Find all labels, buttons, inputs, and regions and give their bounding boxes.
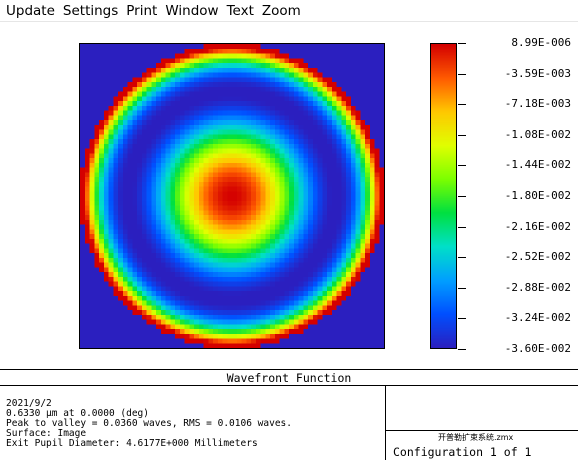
menu-text[interactable]: Text (226, 2, 254, 19)
colorbar-tick-mark (458, 288, 466, 289)
colorbar-tick-label: 8.99E-006 (511, 36, 571, 49)
colorbar-tick-mark (458, 227, 466, 228)
date-text: 2021/9/2 (6, 398, 52, 409)
peak-to-valley-text: Peak to valley = 0.0360 waves, RMS = 0.0… (6, 418, 292, 429)
colorbar-tick-label: -3.60E-002 (504, 342, 571, 355)
menu-window[interactable]: Window (165, 2, 219, 19)
colorbar-tick-mark (458, 257, 466, 258)
exit-pupil-text: Exit Pupil Diameter: 4.6177E+000 Millime… (6, 438, 258, 449)
colorbar-tick-label: -1.44E-002 (504, 158, 571, 171)
file-info: 开普勒扩束系统.zmx Configuration 1 of 1 (386, 386, 578, 460)
file-name: 开普勒扩束系统.zmx (386, 430, 578, 444)
colorbar-tick-label: -1.80E-002 (504, 189, 571, 202)
plot-area: 8.99E-006 -3.59E-003 -7.18E-003 -1.08E-002 -… (0, 22, 578, 369)
colorbar-tick-label: -2.16E-002 (504, 220, 571, 233)
analysis-info: 2021/9/2 0.6330 µm at 0.0000 (deg) Peak … (0, 386, 386, 460)
colorbar-tick-mark (458, 104, 466, 105)
configuration-text: Configuration 1 of 1 (393, 445, 532, 459)
colorbar-tick-mark (458, 349, 466, 350)
plot-title: Wavefront Function (0, 370, 578, 386)
colorbar-tick-label: -7.18E-003 (504, 97, 571, 110)
wavefront-map (79, 43, 385, 349)
colorbar (430, 43, 457, 349)
colorbar-tick-mark (458, 135, 466, 136)
colorbar-tick-mark (458, 74, 466, 75)
wavelength-text: 0.6330 µm at 0.0000 (deg) (6, 408, 149, 419)
colorbar-tick-label: -3.24E-002 (504, 311, 571, 324)
menu-zoom[interactable]: Zoom (261, 2, 301, 19)
colorbar-tick-label: -2.52E-002 (504, 250, 571, 263)
colorbar-tick-mark (458, 196, 466, 197)
colorbar-tick-mark (458, 165, 466, 166)
colorbar-tick-label: -2.88E-002 (504, 281, 571, 294)
colorbar-tick-label: -3.59E-003 (504, 67, 571, 80)
colorbar-tick-mark (458, 318, 466, 319)
menu-print[interactable]: Print (126, 2, 158, 19)
colorbar-tick-mark (458, 43, 466, 44)
menu-bar: Update Settings Print Window Text Zoom (0, 0, 578, 22)
menu-update[interactable]: Update (6, 2, 55, 19)
info-panel: Wavefront Function 2021/9/2 0.6330 µm at… (0, 369, 578, 460)
surface-text: Surface: Image (6, 428, 87, 439)
colorbar-tick-label: -1.08E-002 (504, 128, 571, 141)
menu-settings[interactable]: Settings (62, 2, 119, 19)
